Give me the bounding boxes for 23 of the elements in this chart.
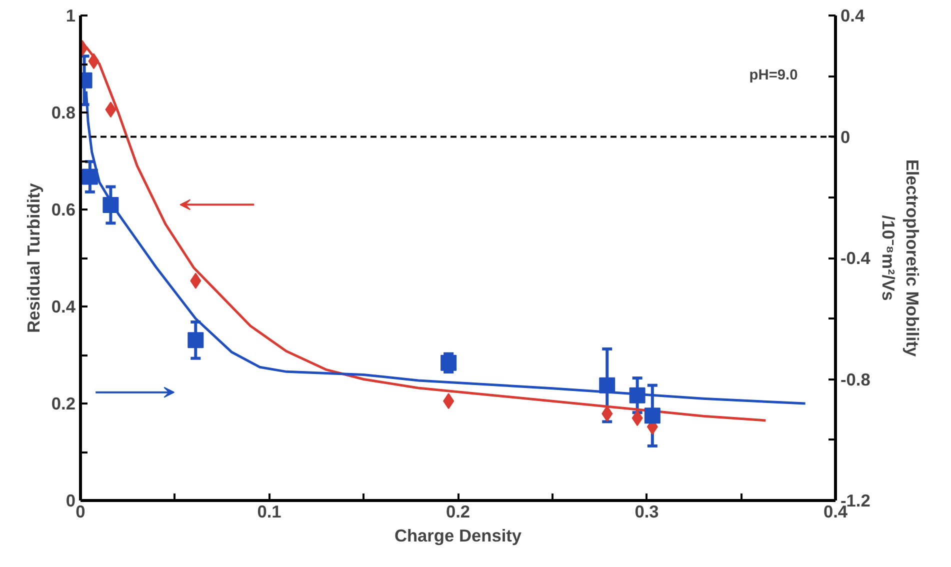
point — [644, 408, 660, 424]
y-tick-label: 0.6 — [51, 200, 76, 220]
point — [188, 332, 204, 348]
point — [82, 168, 98, 185]
y-tick-label: 0.8 — [51, 102, 76, 122]
point — [629, 387, 646, 404]
y2-tick-label: 0 — [840, 126, 850, 147]
y-tick-label: 0.4 — [51, 296, 76, 316]
annotation: pH=9.0 — [749, 67, 798, 84]
y2-tick-label: -0.8 — [840, 369, 871, 390]
y-axis-title: Residual Turbidity — [23, 182, 44, 333]
point — [102, 196, 119, 213]
x-tick-label: 0.3 — [634, 502, 660, 522]
y2-tick-label: -0.4 — [840, 248, 871, 268]
x-tick-label: 0.2 — [446, 502, 470, 522]
x-tick-label: 0.1 — [257, 502, 282, 522]
point — [440, 354, 457, 371]
x-axis-title: Charge Density — [394, 526, 522, 546]
y-tick-label: 1 — [66, 6, 76, 26]
y2-axis-title: Electrophoretic Mobility /10⁻⁸m²/Vs — [878, 159, 922, 358]
y2-tick-label: 0.4 — [840, 6, 865, 26]
point — [599, 377, 616, 394]
y-tick-label: 0.2 — [51, 394, 76, 414]
